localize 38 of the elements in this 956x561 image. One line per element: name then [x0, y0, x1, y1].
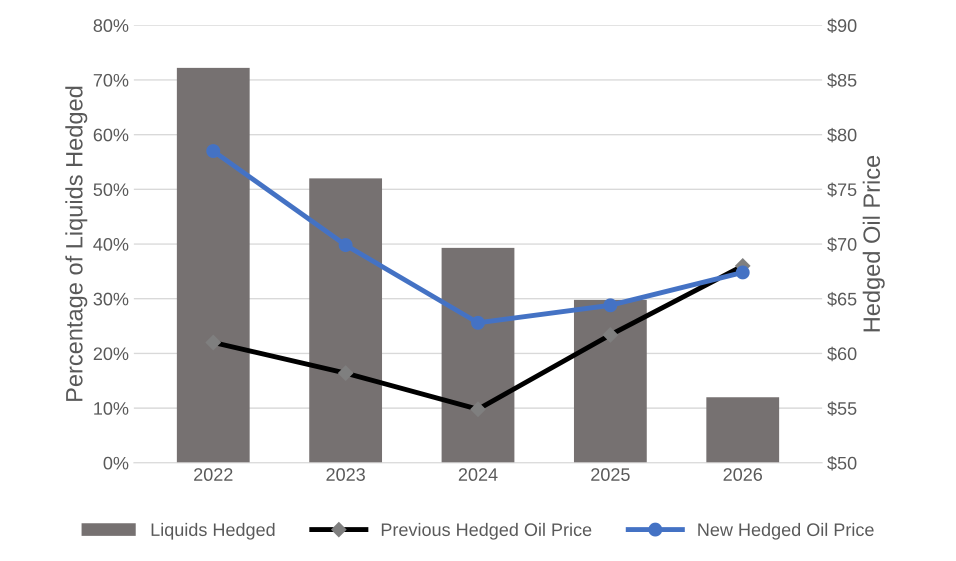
bar [442, 248, 514, 463]
x-tick-label: 2022 [194, 468, 232, 481]
legend-label: Previous Hedged Oil Price [382, 522, 592, 540]
x-tick-label: 2023 [326, 468, 365, 481]
point [736, 266, 750, 280]
y-tick-label: 40% [93, 238, 128, 251]
y-tick-label: 0% [104, 456, 128, 470]
y-tick-label: 10% [94, 402, 128, 415]
y-axis-title: Percentage of Liquids Hedged [65, 86, 88, 401]
point [206, 144, 220, 158]
bar [309, 178, 382, 463]
y-tick-label: 70% [94, 74, 128, 87]
bar [176, 68, 250, 463]
legend-label: New Hedged Oil Price [698, 522, 874, 540]
y-tick-label: 20% [94, 347, 128, 360]
y-tick-label: 80% [94, 19, 128, 32]
y2-axis-title: Hedged Oil Price [862, 156, 885, 332]
bar [574, 300, 647, 463]
x-tick-label: 2025 [591, 468, 630, 481]
y2-tick-label: $65 [827, 292, 856, 307]
y-tick-label: 30% [94, 292, 128, 306]
point [471, 316, 485, 330]
bar [706, 397, 780, 463]
legend-label: Liquids Hedged [152, 522, 274, 540]
y2-tick-label: $55 [827, 401, 856, 416]
y2-tick-label: $75 [827, 182, 856, 198]
y2-tick-label: $85 [827, 73, 856, 88]
y2-tick-label: $70 [827, 237, 856, 252]
point [603, 298, 618, 312]
x-tick-label: 2026 [724, 468, 762, 481]
y2-tick-label: $80 [827, 128, 856, 142]
y2-tick-label: $90 [827, 18, 856, 34]
point [338, 238, 353, 252]
y2-tick-label: $50 [827, 456, 856, 471]
y-tick-label: 50% [94, 183, 128, 196]
x-tick-label: 2024 [458, 468, 498, 481]
y2-tick-label: $60 [827, 346, 856, 362]
y-tick-label: 60% [94, 128, 128, 142]
